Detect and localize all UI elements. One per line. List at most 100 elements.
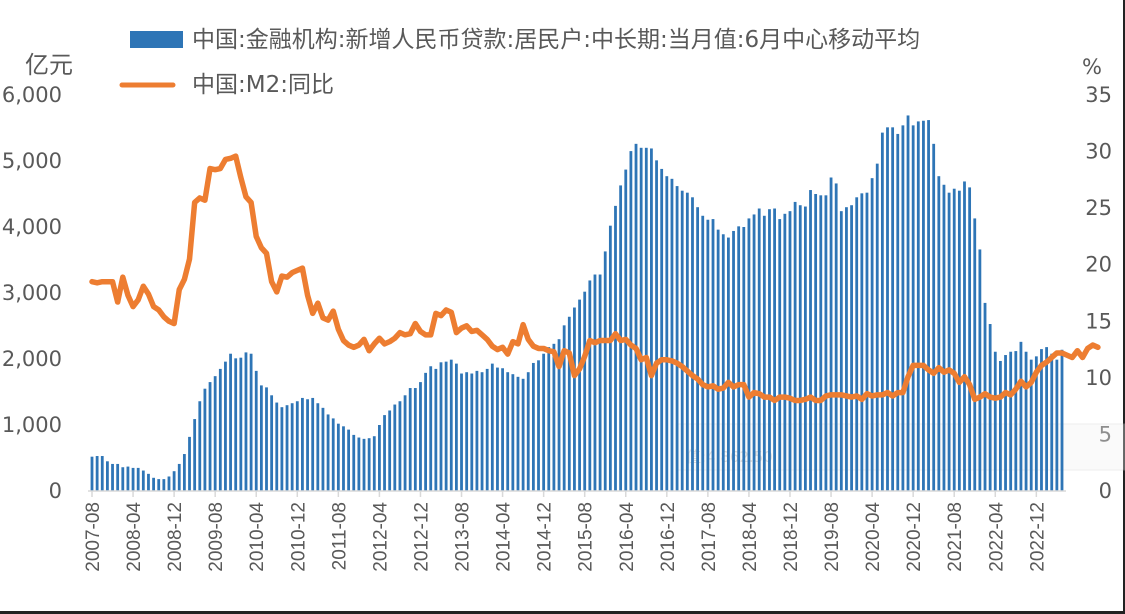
bar xyxy=(157,479,161,491)
bar xyxy=(957,190,961,491)
x-tick-label: 2016-04 xyxy=(617,502,638,572)
left-tick-label: 4,000 xyxy=(2,215,62,239)
bar xyxy=(1055,359,1059,491)
x-tick-label: 2011-08 xyxy=(329,502,350,570)
x-tick-label: 2019-08 xyxy=(822,502,843,572)
bar xyxy=(490,363,494,491)
bar xyxy=(347,429,351,491)
bar xyxy=(516,376,520,491)
bar xyxy=(814,194,818,491)
bar xyxy=(131,467,135,491)
bar xyxy=(916,121,920,492)
bar xyxy=(675,186,679,491)
bar xyxy=(111,463,114,491)
bar xyxy=(1024,351,1028,491)
x-axis: 2007-08 2008-04 2008-12 2009-08 2010-04 2010-… xyxy=(83,491,1048,572)
bar xyxy=(1034,356,1038,491)
bar xyxy=(999,360,1002,491)
bar xyxy=(798,205,802,491)
bar xyxy=(434,368,438,491)
x-tick-label: 2015-08 xyxy=(576,502,597,572)
bar xyxy=(234,358,238,491)
bar xyxy=(988,324,992,491)
bar xyxy=(1050,353,1054,491)
legend-bar-swatch xyxy=(130,31,183,48)
bar xyxy=(537,360,540,491)
bar xyxy=(624,169,628,491)
bar xyxy=(485,368,489,491)
bar xyxy=(670,178,674,491)
bar xyxy=(378,425,381,491)
bar xyxy=(608,225,612,491)
bar xyxy=(188,436,191,491)
bar xyxy=(824,195,828,491)
bar xyxy=(968,187,972,491)
bar xyxy=(993,351,997,491)
bar xyxy=(932,143,936,491)
bar xyxy=(542,353,546,491)
tooltip-ghost-box xyxy=(675,423,1125,471)
bar xyxy=(444,361,448,491)
bar xyxy=(891,127,895,491)
bar xyxy=(788,211,792,491)
x-tick-label: 2012-12 xyxy=(412,502,433,572)
bar xyxy=(711,219,715,491)
bar xyxy=(362,438,366,491)
bar xyxy=(793,201,797,492)
bar xyxy=(911,125,915,492)
bar xyxy=(372,436,376,491)
bar xyxy=(742,227,746,491)
bar xyxy=(90,456,94,491)
x-tick-label: 2014-12 xyxy=(535,502,556,572)
bar xyxy=(393,404,397,491)
legend-label-loans: 中国:金融机构:新增人民币贷款:居民户:中长期:当月值:6月中心移动平均 xyxy=(192,27,920,53)
x-tick-label: 2022-04 xyxy=(986,502,1007,572)
bar xyxy=(845,207,848,491)
bar xyxy=(829,177,833,491)
left-tick-label: 2,000 xyxy=(2,347,62,371)
bar xyxy=(413,388,417,491)
bar xyxy=(583,291,587,491)
bar xyxy=(198,401,202,491)
bar xyxy=(562,325,566,491)
legend: 中国:金融机构:新增人民币贷款:居民户:中长期:当月值:6月中心移动平均 中国:… xyxy=(119,27,920,98)
bar xyxy=(947,192,951,491)
bar xyxy=(839,211,843,491)
x-tick-label: 2008-04 xyxy=(124,502,145,572)
bar xyxy=(922,120,925,492)
bar xyxy=(342,426,345,491)
bar xyxy=(870,178,874,491)
legend-label-m2: 中国:M2:同比 xyxy=(192,72,334,98)
bar xyxy=(901,125,905,492)
x-tick-label: 2007-08 xyxy=(83,502,104,572)
bar xyxy=(665,176,669,491)
bar xyxy=(598,274,602,491)
bar xyxy=(403,395,407,491)
bar xyxy=(306,399,309,491)
bar xyxy=(809,190,812,492)
bar xyxy=(167,476,171,491)
left-tick-label: 6,000 xyxy=(2,83,62,107)
bar xyxy=(172,471,176,491)
right-tick-label: 30 xyxy=(1085,140,1112,164)
bar xyxy=(460,373,463,491)
bar xyxy=(778,219,782,491)
x-tick-label: 2018-04 xyxy=(740,502,761,572)
right-tick-label: 0 xyxy=(1099,479,1112,503)
bar xyxy=(270,395,274,491)
bar xyxy=(100,456,104,491)
x-tick-label: 2010-12 xyxy=(288,502,309,572)
bar xyxy=(285,405,289,491)
bar xyxy=(208,382,212,491)
bar xyxy=(239,357,243,491)
bar xyxy=(1014,351,1018,491)
x-tick-label: 2010-04 xyxy=(247,502,268,572)
bar xyxy=(547,347,551,491)
bar xyxy=(896,133,900,491)
bar xyxy=(865,192,869,491)
x-tick-label: 2021-08 xyxy=(945,502,966,572)
bar xyxy=(244,352,248,491)
bar xyxy=(768,209,771,491)
bar xyxy=(655,160,658,491)
